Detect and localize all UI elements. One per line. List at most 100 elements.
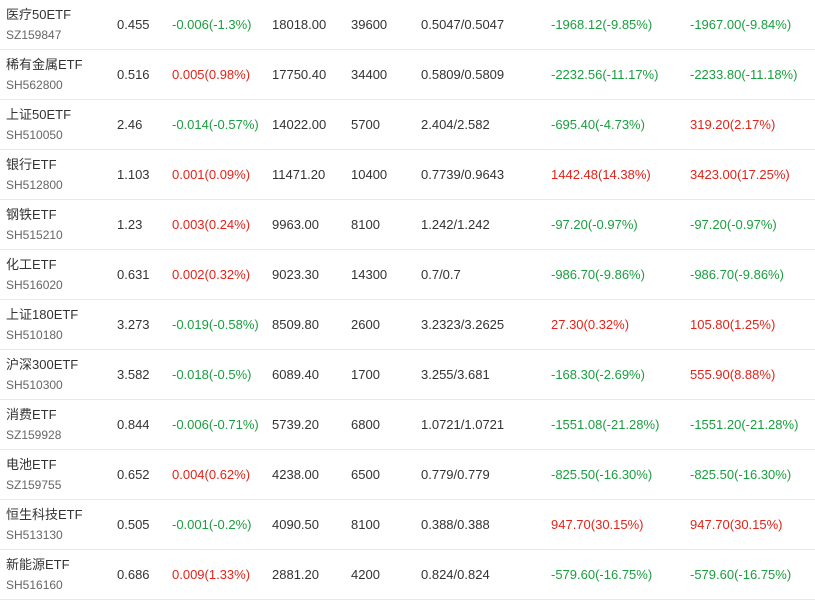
- table-row[interactable]: 上证50ETF SH510050 2.46 -0.014(-0.57%) 140…: [0, 99, 815, 150]
- fund-code: SH510300: [6, 378, 63, 392]
- table-row[interactable]: 化工ETF SH516020 0.631 0.002(0.32%) 9023.3…: [0, 249, 815, 300]
- market-value-cell: 14022.00: [272, 99, 351, 150]
- shares-cell: 1700: [351, 349, 421, 400]
- fund-code: SZ159847: [6, 28, 62, 42]
- pnl-a-cell: 1442.48(14.38%): [551, 149, 690, 200]
- fund-name[interactable]: 电池ETF: [6, 457, 57, 472]
- pnl-a-cell: -986.70(-9.86%): [551, 249, 690, 300]
- fund-cell: 恒生科技ETF SH513130: [0, 499, 111, 550]
- market-value-cell: 8509.80: [272, 299, 351, 350]
- pnl-a-cell: -825.50(-16.30%): [551, 449, 690, 500]
- fund-name[interactable]: 沪深300ETF: [6, 357, 79, 372]
- cost-cell: 0.824/0.824: [421, 549, 551, 600]
- pnl-b-cell: 555.90(8.88%): [690, 349, 815, 400]
- market-value-cell: 17750.40: [272, 49, 351, 100]
- fund-name[interactable]: 医疗50ETF: [6, 7, 72, 22]
- pnl-b-cell: 105.80(1.25%): [690, 299, 815, 350]
- fund-name[interactable]: 消费ETF: [6, 407, 57, 422]
- table-row[interactable]: 消费ETF SZ159928 0.844 -0.006(-0.71%) 5739…: [0, 399, 815, 450]
- fund-code: SH510180: [6, 328, 63, 342]
- shares-cell: 6800: [351, 399, 421, 450]
- price-cell: 0.844: [111, 399, 172, 450]
- fund-cell: 银行ETF SH512800: [0, 149, 111, 200]
- fund-cell: 稀有金属ETF SH562800: [0, 49, 111, 100]
- pnl-b-cell: -97.20(-0.97%): [690, 199, 815, 250]
- change-cell: -0.018(-0.5%): [172, 349, 272, 400]
- price-cell: 2.46: [111, 99, 172, 150]
- price-cell: 0.686: [111, 549, 172, 600]
- table-row[interactable]: 恒生科技ETF SH513130 0.505 -0.001(-0.2%) 409…: [0, 499, 815, 550]
- pnl-b-cell: -2233.80(-11.18%): [690, 49, 815, 100]
- fund-name[interactable]: 上证180ETF: [6, 307, 79, 322]
- fund-code: SH515210: [6, 228, 63, 242]
- pnl-a-cell: -97.20(-0.97%): [551, 199, 690, 250]
- change-cell: -0.006(-0.71%): [172, 399, 272, 450]
- change-cell: -0.014(-0.57%): [172, 99, 272, 150]
- price-cell: 3.582: [111, 349, 172, 400]
- table-row[interactable]: 医疗50ETF SZ159847 0.455 -0.006(-1.3%) 180…: [0, 0, 815, 50]
- change-cell: 0.004(0.62%): [172, 449, 272, 500]
- table-row[interactable]: 电池ETF SZ159755 0.652 0.004(0.62%) 4238.0…: [0, 449, 815, 500]
- table-row[interactable]: 新能源ETF SH516160 0.686 0.009(1.33%) 2881.…: [0, 549, 815, 600]
- change-cell: 0.005(0.98%): [172, 49, 272, 100]
- fund-code: SH510050: [6, 128, 63, 142]
- fund-name[interactable]: 新能源ETF: [6, 557, 70, 572]
- fund-code: SH513130: [6, 528, 63, 542]
- shares-cell: 5700: [351, 99, 421, 150]
- market-value-cell: 9963.00: [272, 199, 351, 250]
- price-cell: 0.455: [111, 0, 172, 50]
- fund-code: SH516020: [6, 278, 63, 292]
- pnl-a-cell: -168.30(-2.69%): [551, 349, 690, 400]
- fund-code: SH512800: [6, 178, 63, 192]
- change-cell: 0.009(1.33%): [172, 549, 272, 600]
- change-cell: -0.019(-0.58%): [172, 299, 272, 350]
- shares-cell: 34400: [351, 49, 421, 100]
- fund-name[interactable]: 化工ETF: [6, 257, 57, 272]
- pnl-b-cell: -1967.00(-9.84%): [690, 0, 815, 50]
- pnl-a-cell: -2232.56(-11.17%): [551, 49, 690, 100]
- pnl-a-cell: -695.40(-4.73%): [551, 99, 690, 150]
- table-row[interactable]: 稀有金属ETF SH562800 0.516 0.005(0.98%) 1775…: [0, 49, 815, 100]
- cost-cell: 0.388/0.388: [421, 499, 551, 550]
- fund-name[interactable]: 上证50ETF: [6, 107, 72, 122]
- cost-cell: 0.5047/0.5047: [421, 0, 551, 50]
- pnl-a-cell: -579.60(-16.75%): [551, 549, 690, 600]
- pnl-a-cell: 947.70(30.15%): [551, 499, 690, 550]
- market-value-cell: 4238.00: [272, 449, 351, 500]
- change-cell: -0.001(-0.2%): [172, 499, 272, 550]
- pnl-b-cell: -1551.20(-21.28%): [690, 399, 815, 450]
- fund-code: SZ159755: [6, 478, 62, 492]
- market-value-cell: 9023.30: [272, 249, 351, 300]
- pnl-b-cell: -825.50(-16.30%): [690, 449, 815, 500]
- fund-cell: 钢铁ETF SH515210: [0, 199, 111, 250]
- fund-name[interactable]: 恒生科技ETF: [6, 507, 83, 522]
- pnl-b-cell: 319.20(2.17%): [690, 99, 815, 150]
- fund-cell: 医疗50ETF SZ159847: [0, 0, 111, 50]
- shares-cell: 6500: [351, 449, 421, 500]
- fund-name[interactable]: 钢铁ETF: [6, 207, 57, 222]
- table-row[interactable]: 钢铁ETF SH515210 1.23 0.003(0.24%) 9963.00…: [0, 199, 815, 250]
- pnl-a-cell: 27.30(0.32%): [551, 299, 690, 350]
- cost-cell: 0.7739/0.9643: [421, 149, 551, 200]
- table-row[interactable]: 银行ETF SH512800 1.103 0.001(0.09%) 11471.…: [0, 149, 815, 200]
- price-cell: 0.652: [111, 449, 172, 500]
- table-row[interactable]: 上证180ETF SH510180 3.273 -0.019(-0.58%) 8…: [0, 299, 815, 350]
- shares-cell: 2600: [351, 299, 421, 350]
- market-value-cell: 11471.20: [272, 149, 351, 200]
- market-value-cell: 4090.50: [272, 499, 351, 550]
- cost-cell: 1.242/1.242: [421, 199, 551, 250]
- pnl-b-cell: 3423.00(17.25%): [690, 149, 815, 200]
- change-cell: 0.002(0.32%): [172, 249, 272, 300]
- shares-cell: 8100: [351, 199, 421, 250]
- cost-cell: 0.7/0.7: [421, 249, 551, 300]
- fund-name[interactable]: 稀有金属ETF: [6, 57, 83, 72]
- price-cell: 1.103: [111, 149, 172, 200]
- pnl-a-cell: -1968.12(-9.85%): [551, 0, 690, 50]
- cost-cell: 0.5809/0.5809: [421, 49, 551, 100]
- change-cell: 0.001(0.09%): [172, 149, 272, 200]
- price-cell: 3.273: [111, 299, 172, 350]
- fund-name[interactable]: 银行ETF: [6, 157, 57, 172]
- table-row[interactable]: 沪深300ETF SH510300 3.582 -0.018(-0.5%) 60…: [0, 349, 815, 400]
- shares-cell: 39600: [351, 0, 421, 50]
- pnl-a-cell: -1551.08(-21.28%): [551, 399, 690, 450]
